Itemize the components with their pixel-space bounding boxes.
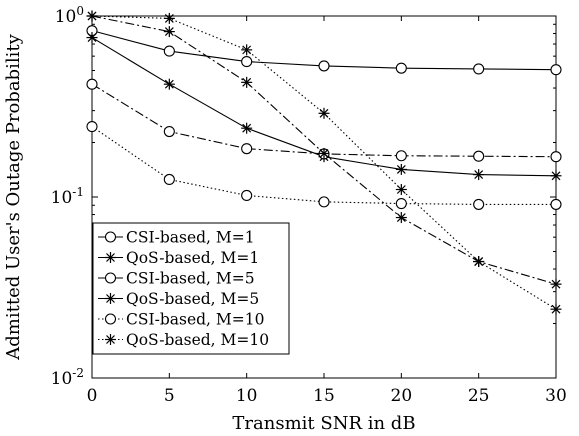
legend-label: QoS-based, M=10	[126, 331, 269, 349]
x-tick-label: 20	[391, 386, 413, 406]
legend-marker	[104, 313, 117, 325]
data-point	[550, 303, 562, 315]
data-point	[241, 143, 253, 155]
data-point	[241, 122, 253, 134]
data-point	[86, 78, 98, 90]
legend-item: QoS-based, M=1	[98, 249, 259, 267]
data-point	[395, 62, 407, 74]
legend-item: QoS-based, M=10	[98, 331, 269, 349]
data-point	[163, 173, 175, 186]
y-tick-label: 10-1	[51, 185, 84, 208]
data-point	[163, 26, 175, 38]
data-point	[395, 163, 407, 175]
x-tick-label: 0	[87, 386, 98, 406]
data-point	[163, 12, 175, 24]
data-point	[318, 60, 330, 72]
y-axis-title: Admitted User's Outage Probability	[3, 33, 24, 360]
data-point	[473, 256, 485, 268]
legend-item: CSI-based, M=5	[98, 270, 255, 288]
data-point	[550, 170, 562, 182]
data-point	[318, 196, 330, 208]
legend-item: QoS-based, M=5	[98, 290, 259, 308]
data-point	[395, 184, 407, 196]
legend-marker	[104, 231, 117, 243]
legend-marker	[105, 293, 116, 304]
data-point	[163, 45, 175, 57]
legend-box	[92, 222, 290, 355]
data-point	[550, 151, 562, 163]
legend-label: QoS-based, M=1	[126, 249, 259, 267]
x-tick-label: 10	[236, 386, 258, 406]
legend-label: CSI-based, M=1	[126, 229, 255, 247]
axis-ticks: 0 5 10 15 20 25 30 100 10-1 10-2	[51, 4, 567, 406]
legend-item: CSI-based, M=1	[98, 229, 255, 247]
legend-label: CSI-based, M=10	[126, 311, 265, 329]
data-point	[473, 150, 485, 162]
data-point	[473, 198, 485, 210]
data-point	[318, 107, 330, 119]
x-axis-title: Transmit SNR in dB	[232, 413, 415, 434]
data-point	[395, 150, 407, 162]
legend: CSI-based, M=1 QoS-based, M=1 CSI-based, M…	[92, 222, 290, 355]
series-1	[86, 25, 562, 76]
series-layer	[86, 10, 562, 315]
data-point	[395, 212, 407, 224]
legend-label: QoS-based, M=5	[126, 290, 259, 308]
legend-label: CSI-based, M=5	[126, 270, 255, 288]
data-point	[86, 32, 98, 44]
y-tick-label: 10-2	[51, 366, 84, 389]
data-point	[473, 63, 485, 75]
data-point	[241, 189, 253, 201]
data-point	[241, 56, 253, 68]
data-point	[395, 198, 407, 210]
data-point	[86, 10, 98, 22]
x-tick-label: 30	[545, 386, 567, 406]
x-tick-label: 25	[468, 386, 490, 406]
series-5	[86, 121, 562, 210]
data-point	[163, 78, 175, 90]
data-point	[473, 169, 485, 181]
data-point	[241, 44, 253, 56]
data-point	[550, 278, 562, 290]
x-tick-label: 5	[164, 386, 175, 406]
data-point	[86, 121, 98, 133]
data-point	[318, 147, 330, 159]
legend-marker	[105, 334, 116, 345]
legend-marker	[105, 252, 116, 263]
data-point	[550, 64, 562, 76]
data-point	[241, 76, 253, 88]
legend-marker	[104, 272, 117, 284]
legend-item: CSI-based, M=10	[98, 311, 265, 329]
y-tick-label: 100	[55, 4, 84, 27]
series-6	[86, 10, 562, 315]
data-point	[163, 125, 175, 138]
x-tick-label: 15	[313, 386, 335, 406]
data-point	[550, 198, 562, 210]
